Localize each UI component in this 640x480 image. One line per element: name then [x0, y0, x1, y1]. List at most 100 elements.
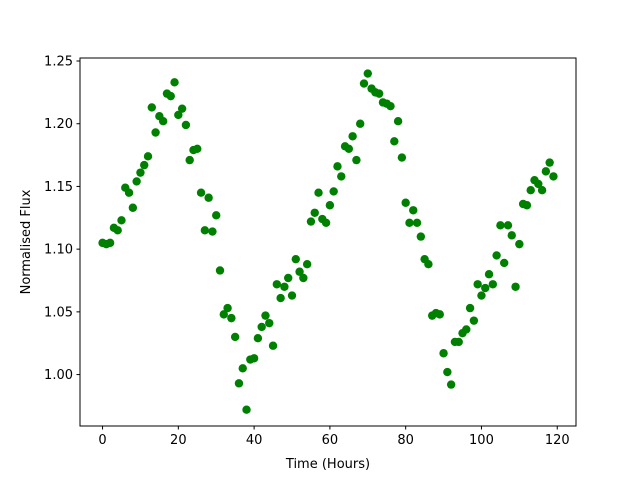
y-tick-label: 1.05	[44, 305, 73, 320]
point	[291, 254, 300, 264]
point	[549, 172, 558, 181]
point	[306, 217, 316, 226]
point	[439, 349, 448, 358]
point	[477, 291, 486, 300]
x-tick-label: 100	[469, 433, 494, 448]
point	[212, 211, 221, 220]
point	[284, 273, 293, 283]
point	[174, 110, 183, 120]
point	[200, 226, 210, 235]
point	[147, 103, 157, 112]
x-tick-label: 20	[170, 433, 187, 448]
point	[257, 322, 266, 332]
point	[128, 203, 138, 212]
x-tick-label: 0	[98, 433, 106, 448]
point	[356, 119, 365, 128]
point	[412, 218, 422, 228]
point	[492, 251, 501, 260]
point	[462, 325, 471, 334]
point	[136, 168, 145, 177]
y-tick-label: 1.00	[44, 368, 73, 383]
point	[325, 201, 335, 210]
point	[337, 172, 346, 181]
point	[397, 153, 407, 162]
point	[359, 79, 369, 88]
point	[333, 162, 342, 171]
point	[117, 216, 126, 225]
point	[140, 160, 149, 170]
y-tick-label: 1.15	[44, 180, 73, 195]
point	[329, 187, 338, 196]
point	[181, 120, 191, 130]
point	[454, 337, 463, 347]
point	[496, 221, 505, 230]
point	[242, 405, 251, 414]
point	[261, 311, 270, 320]
point	[185, 155, 194, 165]
point	[503, 221, 513, 230]
point	[310, 208, 319, 217]
point	[219, 310, 228, 319]
point	[386, 101, 395, 111]
point	[166, 91, 175, 101]
y-axis-label: Normalised Flux	[19, 189, 34, 294]
x-tick-label: 120	[545, 433, 570, 448]
point	[446, 380, 456, 389]
point	[272, 280, 282, 289]
point	[321, 218, 331, 228]
point	[443, 367, 452, 377]
point	[545, 158, 554, 167]
axes-frame	[79, 57, 577, 427]
point	[299, 273, 308, 283]
point	[124, 188, 134, 197]
point	[541, 167, 551, 176]
point	[416, 232, 426, 241]
point	[507, 231, 516, 240]
point	[534, 179, 543, 189]
y-tick-label: 1.20	[44, 117, 73, 132]
x-tick-label: 60	[322, 433, 339, 448]
point	[143, 152, 153, 161]
point	[253, 334, 263, 343]
point	[481, 283, 490, 293]
point	[234, 379, 244, 388]
point	[193, 144, 202, 154]
point	[295, 267, 304, 276]
point	[499, 258, 509, 268]
point	[409, 206, 418, 215]
point	[158, 117, 168, 126]
point	[363, 69, 372, 78]
point	[227, 313, 236, 323]
point	[435, 310, 444, 319]
point	[177, 104, 187, 113]
point	[526, 185, 535, 195]
point	[302, 260, 312, 269]
point	[405, 218, 414, 228]
point	[287, 291, 297, 300]
y-tick-label: 1.25	[44, 55, 73, 70]
point	[265, 318, 274, 328]
point	[515, 239, 524, 249]
y-tick-label: 1.10	[44, 243, 73, 258]
point	[113, 226, 122, 235]
point	[424, 260, 433, 269]
point	[352, 155, 361, 165]
point	[208, 227, 217, 236]
x-tick-label: 80	[397, 433, 414, 448]
point	[204, 193, 213, 202]
point	[314, 188, 323, 197]
point	[238, 364, 247, 373]
point	[249, 354, 259, 363]
point	[401, 198, 410, 207]
point	[537, 185, 547, 195]
point	[230, 332, 240, 342]
point	[105, 238, 115, 248]
x-tick-label: 40	[246, 433, 263, 448]
point	[348, 132, 357, 141]
point	[465, 303, 475, 313]
point	[374, 89, 384, 98]
point	[390, 137, 399, 146]
point	[280, 282, 289, 291]
point	[488, 280, 498, 289]
